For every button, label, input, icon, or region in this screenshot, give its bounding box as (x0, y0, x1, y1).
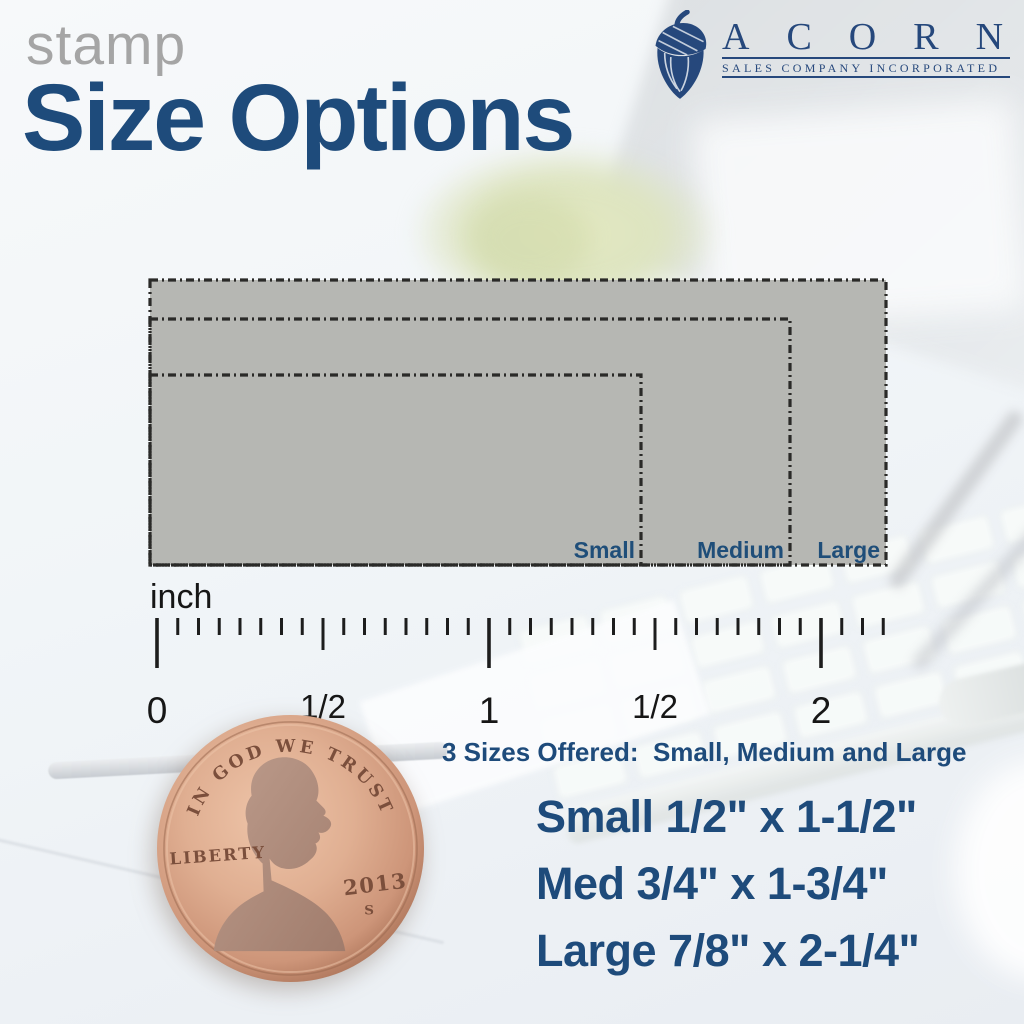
brand-tagline: SALES COMPANY INCORPORATED (722, 61, 1001, 75)
size-label-large: Large (817, 537, 880, 563)
keyboard-key (871, 668, 950, 721)
offer-line-small: Small 1/2" x 1-1/2" (536, 791, 917, 842)
keyboard-key (780, 643, 859, 696)
keyboard-key (699, 663, 778, 716)
size-rect-medium (148, 317, 792, 567)
brand-rule-bottom (722, 76, 1010, 78)
offer-line-large: Large 7/8" x 2-1/4" (536, 925, 920, 976)
offer-heading: 3 Sizes Offered: Small, Medium and Large (442, 737, 967, 767)
background-monitor-blur (693, 99, 1024, 331)
size-rect-small (148, 373, 643, 567)
size-label-small: Small (573, 537, 635, 563)
lincoln-bust (213, 757, 346, 952)
penny-mint-mark: S (364, 902, 374, 918)
ruler-tick-label-4: 2 (810, 690, 832, 731)
page-title: Size Options (22, 65, 575, 171)
ruler-tick-label-2: 1 (478, 690, 500, 731)
ruler-tick-label-3: 1/2 (632, 688, 678, 725)
penny-photo: IN GOD WE TRUST LIBERTY 2013 S (156, 714, 425, 983)
ruler-unit-label: inch (150, 578, 213, 616)
eyebrow-label: stamp (26, 13, 187, 77)
brand-rule-top (722, 57, 1010, 59)
brand-name: ACORN (722, 16, 1024, 58)
keyboard-key (848, 578, 928, 631)
keyboard-key (677, 573, 756, 626)
keyboard-key (688, 618, 767, 671)
keyboard-key (1020, 583, 1024, 636)
offer-line-medium: Med 3/4" x 1-3/4" (536, 858, 888, 909)
acorn-icon (655, 10, 707, 99)
keyboard-key (998, 493, 1024, 546)
brand-logo: ACORN SALES COMPANY INCORPORATED (646, 8, 1012, 100)
ruler-tick-label-0: 0 (146, 690, 168, 731)
size-label-medium: Medium (697, 537, 784, 563)
keyboard-key (768, 598, 847, 651)
plant-photo-detail (470, 195, 590, 285)
